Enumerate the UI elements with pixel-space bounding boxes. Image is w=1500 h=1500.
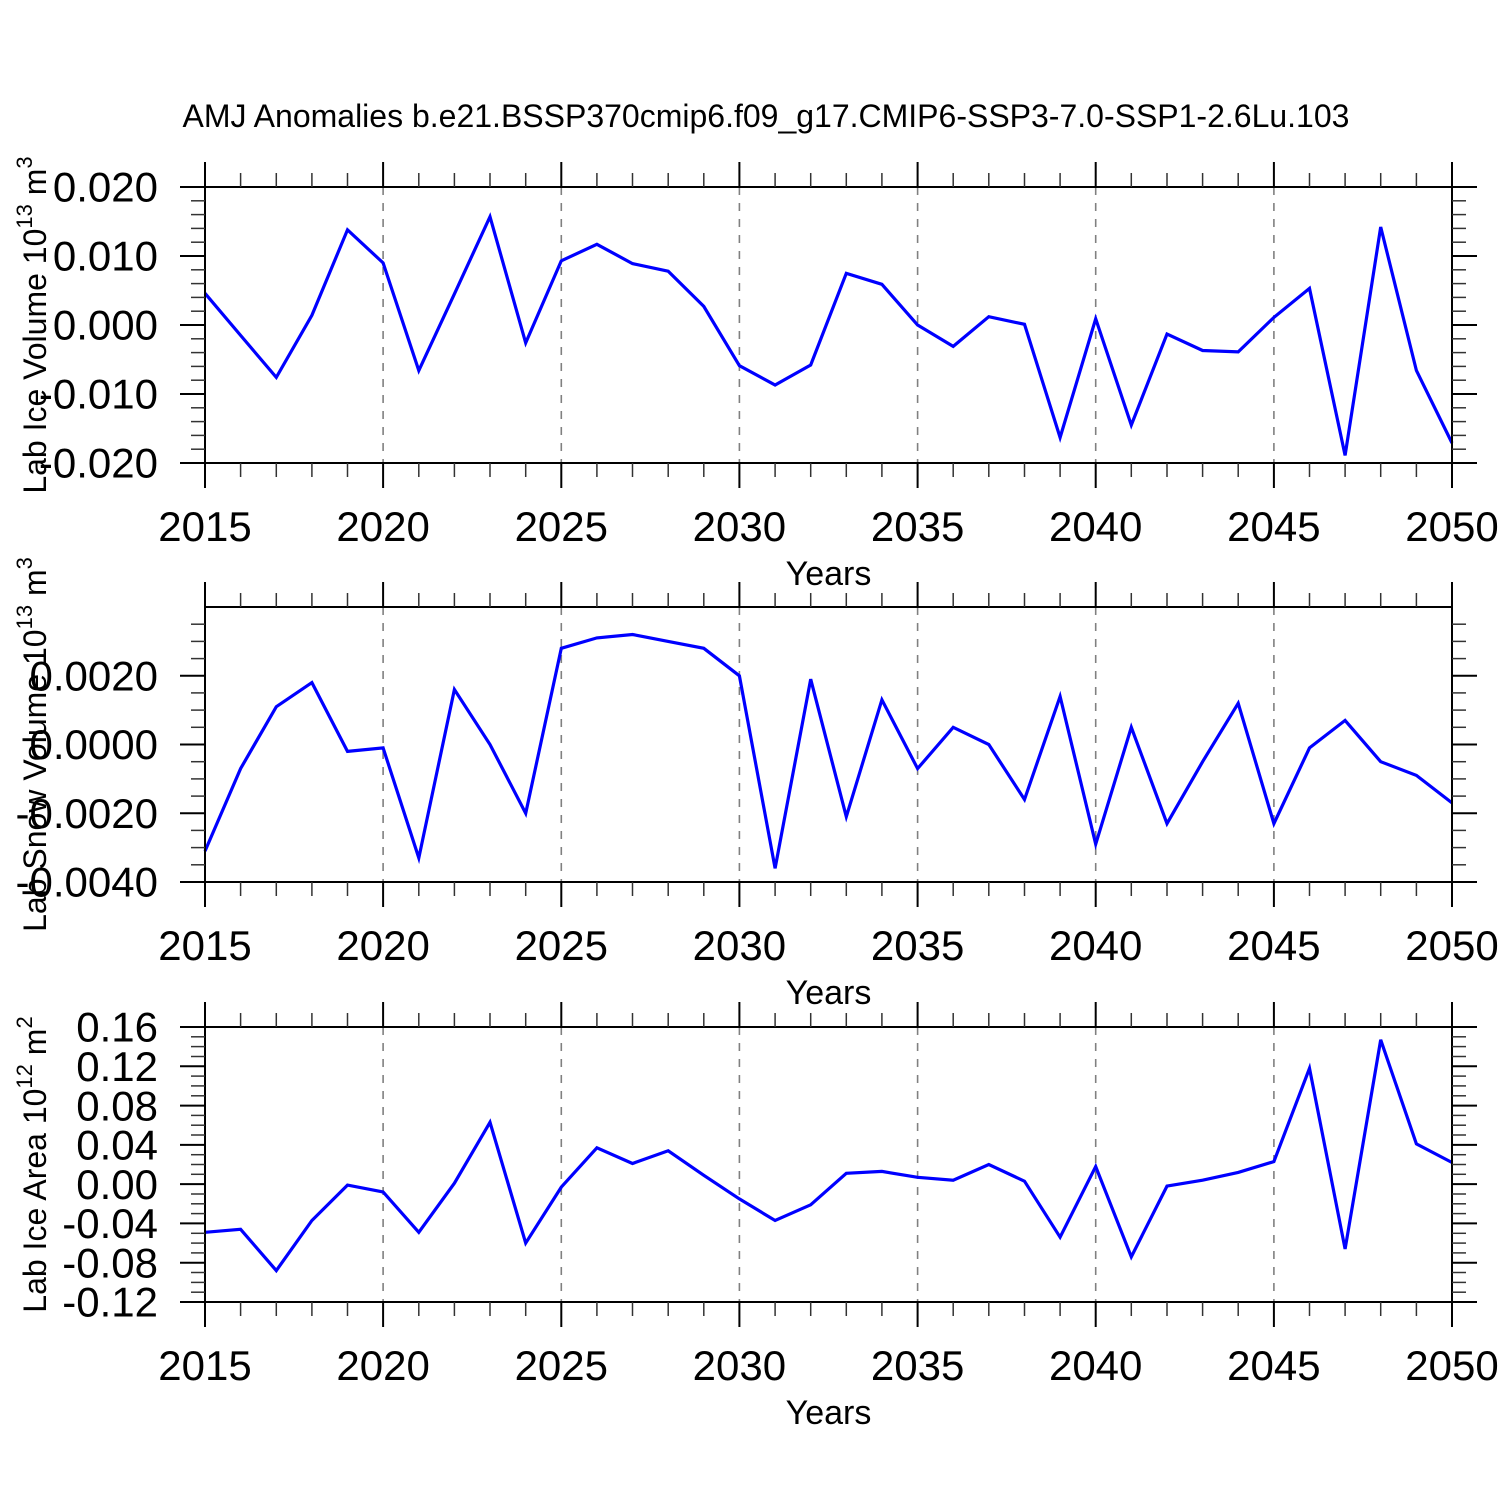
x-tick-label: 2025 [515, 503, 608, 550]
data-line-lab-snow-volume [203, 632, 1453, 869]
x-tick-label: 2050 [1405, 1342, 1498, 1389]
y-tick-label: 0.12 [76, 1043, 158, 1090]
y-axis-title-text: m [17, 169, 53, 205]
data-line-lab-ice-volume [203, 212, 1454, 456]
y-tick-label: 0.000 [53, 302, 158, 349]
y-axis-title-superscript: 12 [12, 1064, 37, 1088]
panel-lab-ice-area: 2015 2020 2025 2030 2035 2040 2045 2050 Years 0.1… [12, 1002, 1499, 1432]
y-axis-title-superscript: 3 [12, 557, 37, 569]
x-tick-label: 2015 [158, 922, 251, 969]
x-tick-label: 2035 [871, 503, 964, 550]
x-tick-label: 2030 [693, 922, 786, 969]
x-tick-label: 2025 [515, 922, 608, 969]
x-tick-label: 2015 [158, 503, 251, 550]
y-axis-title-superscript: 13 [12, 605, 37, 629]
y-tick-label: 0.08 [76, 1082, 158, 1129]
x-axis-title: Years [786, 974, 872, 1012]
x-tick-label: 2045 [1227, 503, 1320, 550]
y-axis-title: Lab Ice Area 1012 m2 [12, 1016, 53, 1312]
x-axis-title: Years [786, 555, 872, 593]
y-axis-title-text: Lab Snow Volume 10 [17, 629, 53, 931]
x-tick-label: 2050 [1405, 922, 1498, 969]
y-axis-title-superscript: 13 [12, 204, 37, 228]
y-tick-label: 0.0020 [30, 653, 158, 700]
y-tick-label: -0.0040 [16, 859, 158, 906]
data-line-lab-ice-area [204, 1039, 1453, 1274]
y-axis-title-text: m [17, 569, 53, 605]
chart-title: AMJ Anomalies b.e21.BSSP370cmip6.f09_g17… [182, 98, 1350, 134]
panel-lab-snow-volume: 2015 2020 2025 2030 2035 2040 2045 2050 Years 0.0… [12, 557, 1499, 1012]
x-tick-label: 2045 [1227, 922, 1320, 969]
y-axis-title-superscript: 3 [12, 156, 37, 168]
panel-lab-ice-volume: 2015 2020 2025 2030 2035 2040 2045 2050 Years 0.0… [12, 156, 1499, 593]
y-tick-label: -0.08 [62, 1239, 158, 1286]
y-axis-title-superscript: 2 [12, 1016, 37, 1028]
x-tick-label: 2030 [693, 503, 786, 550]
x-tick-label: 2040 [1049, 922, 1142, 969]
y-axis-title: Lab Ice Volume 1013 m3 [12, 156, 53, 493]
y-tick-label: -0.0020 [16, 790, 158, 837]
x-tick-label: 2040 [1049, 1342, 1142, 1389]
x-tick-label: 2035 [871, 922, 964, 969]
x-tick-label: 2025 [515, 1342, 608, 1389]
x-axis-title: Years [786, 1394, 872, 1432]
x-tick-label: 2020 [336, 922, 429, 969]
y-tick-label: 0.0000 [30, 721, 158, 768]
y-axis-title-text: Lab Ice Area 10 [17, 1089, 53, 1313]
x-tick-label: 2050 [1405, 503, 1498, 550]
y-tick-label: -0.010 [39, 371, 158, 418]
y-tick-label: 0.16 [76, 1004, 158, 1051]
y-axis-title: Lab Snow Volume 1013 m3 [12, 557, 53, 932]
y-tick-label: -0.12 [62, 1279, 158, 1326]
y-axis-title-text: m [17, 1029, 53, 1065]
y-axis-title-text: Lab Ice Volume 10 [17, 229, 53, 494]
x-tick-label: 2035 [871, 1342, 964, 1389]
y-tick-label: -0.04 [62, 1200, 158, 1247]
x-tick-label: 2015 [158, 1342, 251, 1389]
y-tick-label: 0.010 [53, 233, 158, 280]
y-tick-label: 0.00 [76, 1161, 158, 1208]
y-tick-label: 0.020 [53, 164, 158, 211]
y-tick-label: -0.020 [39, 440, 158, 487]
x-tick-label: 2040 [1049, 503, 1142, 550]
x-tick-label: 2020 [336, 503, 429, 550]
y-tick-label: 0.04 [76, 1122, 158, 1169]
x-tick-label: 2045 [1227, 1342, 1320, 1389]
x-tick-label: 2020 [336, 1342, 429, 1389]
x-tick-label: 2030 [693, 1342, 786, 1389]
